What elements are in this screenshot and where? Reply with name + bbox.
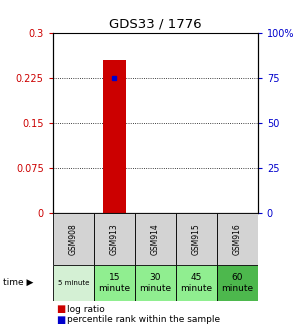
Bar	[135, 213, 176, 265]
Bar	[94, 213, 135, 265]
Text: 5 minute: 5 minute	[57, 280, 89, 286]
Text: percentile rank within the sample: percentile rank within the sample	[67, 315, 221, 324]
Text: ■: ■	[56, 304, 65, 314]
Title: GDS33 / 1776: GDS33 / 1776	[109, 17, 202, 30]
Bar	[94, 265, 135, 301]
Bar	[53, 265, 94, 301]
Bar	[103, 60, 125, 213]
Text: ■: ■	[56, 315, 65, 325]
Bar	[135, 265, 176, 301]
Bar	[217, 265, 258, 301]
Text: GSM913: GSM913	[110, 223, 119, 255]
Bar	[217, 213, 258, 265]
Text: GSM914: GSM914	[151, 223, 160, 255]
Text: GSM916: GSM916	[233, 223, 242, 255]
Text: GSM915: GSM915	[192, 223, 201, 255]
Text: 30
minute: 30 minute	[139, 273, 171, 293]
Bar	[176, 265, 217, 301]
Text: time ▶: time ▶	[3, 278, 33, 287]
Text: GSM908: GSM908	[69, 223, 78, 255]
Bar	[176, 213, 217, 265]
Text: 45
minute: 45 minute	[180, 273, 212, 293]
Text: 15
minute: 15 minute	[98, 273, 130, 293]
Bar	[53, 213, 94, 265]
Text: log ratio: log ratio	[67, 304, 105, 314]
Text: 60
minute: 60 minute	[221, 273, 253, 293]
